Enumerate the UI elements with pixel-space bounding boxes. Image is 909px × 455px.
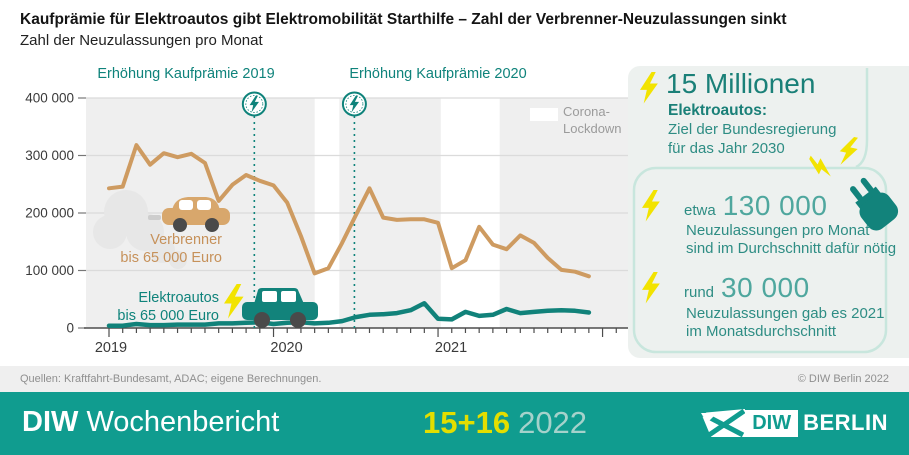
- series-label-elektroautos: Elektroautos bis 65 000 Euro: [117, 290, 219, 324]
- sources-text: Quellen: Kraftfahrt-Bundesamt, ADAC; eig…: [20, 373, 322, 385]
- publication-name: DIW Wochenbericht: [22, 406, 280, 438]
- elektro-line: [106, 301, 592, 328]
- fact-item-1-head: etwa 130 000: [684, 190, 828, 221]
- series-label-verbrenner: Verbrenner bis 65 000 Euro: [120, 232, 222, 266]
- bottom-brand-bar: DIW Wochenbericht 15+16 2022 DIW BERLIN: [0, 392, 909, 455]
- spark-icon: [839, 136, 858, 165]
- exhaust-pipe-icon: [148, 215, 161, 220]
- year-label: 2021: [435, 340, 467, 356]
- plug-cable: [855, 68, 869, 169]
- fact-item-1-line1: Neuzulassungen pro Monat: [686, 222, 870, 239]
- sidebar-facts-panel: 15 Millionen Elektroautos: Ziel der Bund…: [628, 66, 909, 358]
- goal-label: Elektroautos:: [668, 102, 768, 119]
- lightning-icon: [249, 95, 259, 113]
- lightning-icon: [640, 72, 658, 104]
- y-tick-label: 200 000: [25, 206, 74, 221]
- legend-corona-lockdown: Corona- Lockdown: [563, 103, 622, 137]
- spark-icon: [809, 155, 831, 177]
- diw-flag-icon: [700, 409, 746, 437]
- exhaust-cloud: [149, 237, 175, 263]
- medallion-inner-ring: [245, 95, 264, 113]
- power-plug-icon: [850, 177, 899, 231]
- fact-item-1-line2: sind im Durchschnitt dafür nötig: [686, 240, 897, 257]
- lightning-icon: [642, 190, 660, 222]
- legend-swatch: [530, 108, 558, 121]
- medallion-inner-ring: [345, 95, 364, 113]
- y-tick-label: 0: [66, 321, 74, 336]
- y-tick-label: 300 000: [25, 148, 74, 163]
- verbrenner-car-icon: [162, 197, 230, 232]
- year-label: 2020: [270, 340, 302, 356]
- fact-item-2-line2: im Monatsdurchschnitt: [686, 323, 837, 340]
- goal-text-2: für das Jahr 2030: [668, 140, 785, 157]
- diw-berlin-logo: DIW BERLIN: [699, 408, 888, 438]
- y-tick-label: 100 000: [25, 263, 74, 278]
- lightning-icon: [642, 272, 660, 304]
- fact-box-border: [632, 166, 888, 354]
- fact-item-2-line1: Neuzulassungen gab es 2021: [686, 305, 885, 322]
- elektro-car-icon: [242, 288, 318, 328]
- source-strip: Quellen: Kraftfahrt-Bundesamt, ADAC; eig…: [0, 366, 909, 392]
- verbrenner-line: [107, 143, 591, 279]
- y-tick-label: 400 000: [25, 91, 74, 106]
- line-chart: 0 100 000 200 000 300 000 400 000 2019 2020 202…: [25, 91, 631, 356]
- page-title: Kaufprämie für Elektroautos gibt Elektro…: [20, 11, 787, 28]
- legend-line1: Corona-: [563, 104, 610, 119]
- goal-text-1: Ziel der Bundesregierung: [668, 121, 837, 138]
- exhaust-cloud: [169, 251, 187, 269]
- goal-number: 15 Millionen: [666, 68, 816, 99]
- logo-berlin-text: BERLIN: [803, 410, 888, 435]
- fact-item-2-head: rund 30 000: [684, 272, 810, 303]
- exhaust-cloud: [93, 215, 127, 249]
- page-subtitle: Zahl der Neuzulassungen pro Monat: [20, 32, 263, 49]
- copyright-text: © DIW Berlin 2022: [797, 373, 889, 385]
- annotation-kaufpraemie-2020: Erhöhung Kaufprämie 2020: [349, 66, 527, 82]
- sidebar-decoration: [632, 68, 899, 354]
- legend-line2: Lockdown: [563, 121, 622, 136]
- lightning-icon: [349, 95, 360, 113]
- logo-diw-text: DIW: [745, 409, 799, 437]
- issue-number: 15+16 2022: [423, 405, 588, 440]
- annotation-kaufpraemie-2019: Erhöhung Kaufprämie 2019: [97, 66, 275, 82]
- lightning-icon-elektro: [224, 284, 244, 319]
- year-label: 2019: [95, 340, 127, 356]
